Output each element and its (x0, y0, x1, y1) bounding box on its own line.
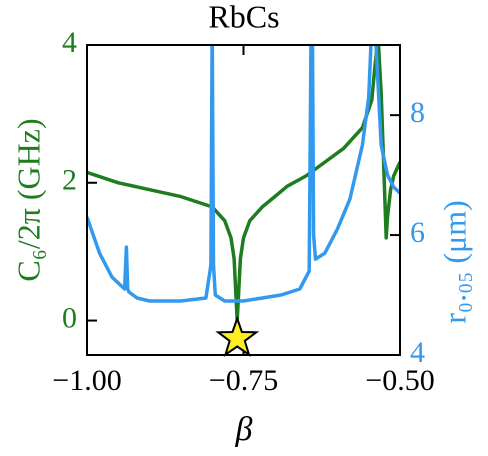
y2-axis-label: r₀.₀₅ (μm) (436, 200, 472, 323)
y-tick-label: 0 (62, 301, 77, 334)
x-axis-label: β (235, 411, 253, 448)
plot-frame (86, 44, 401, 356)
chart-title: RbCs (208, 0, 279, 34)
y2-tick-label: 8 (410, 96, 425, 129)
star-marker (215, 315, 260, 358)
y-tick-label: 2 (62, 164, 77, 197)
x-tick-label: −1.00 (52, 364, 121, 397)
series-line (87, 45, 400, 323)
y2-tick-label: 4 (410, 336, 425, 369)
x-tick-label: −0.75 (209, 364, 278, 397)
x-tick-label: −0.50 (365, 364, 434, 397)
y-tick-label: 4 (62, 26, 77, 59)
series-line (87, 45, 400, 303)
y2-tick-label: 6 (410, 216, 425, 249)
plot-area (87, 45, 400, 323)
y-axis-label: C₆/2π (GHz) (10, 118, 46, 281)
